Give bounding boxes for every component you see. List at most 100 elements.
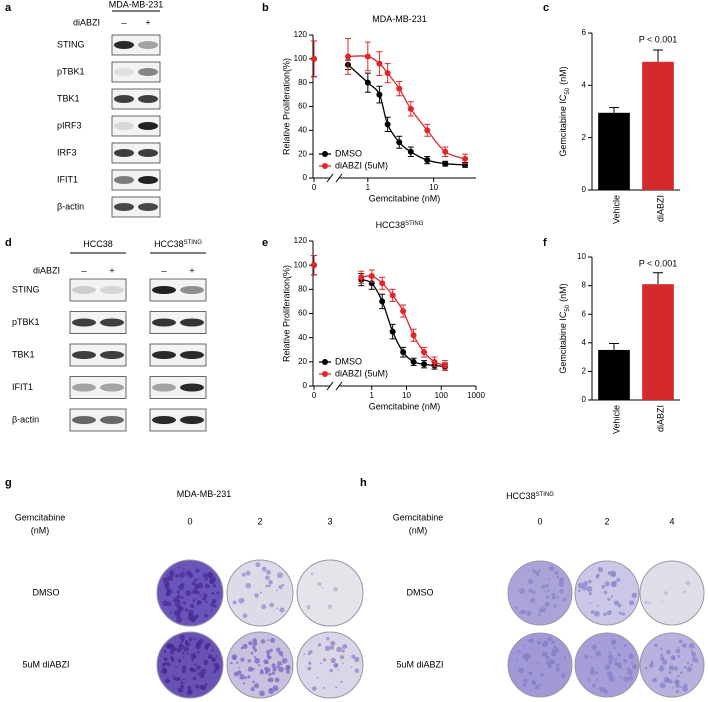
y-tick-label: 40 (298, 125, 307, 134)
colony (232, 600, 237, 605)
colony (515, 606, 518, 610)
blot-band (152, 416, 176, 424)
y-axis-label-part: (nM) (558, 66, 568, 85)
blot-band (72, 383, 96, 392)
colony (266, 569, 271, 575)
colony (545, 655, 550, 660)
y-tick-label: 60 (298, 309, 307, 318)
colony (595, 671, 599, 675)
colony (607, 659, 613, 665)
colony (686, 666, 692, 672)
plate-title: HCC38STING (506, 491, 554, 501)
blot-band (72, 416, 96, 424)
colony (549, 565, 555, 571)
blot-band (114, 95, 134, 103)
colony (177, 687, 184, 693)
colony (577, 589, 581, 593)
y-axis-label-part: Gemcitabine IC (558, 94, 568, 157)
colony (196, 665, 201, 670)
colony (250, 651, 254, 655)
colony (185, 573, 189, 576)
colony (606, 667, 609, 670)
data-point (311, 55, 317, 62)
colony (671, 686, 674, 689)
colony (261, 604, 267, 610)
colony (541, 584, 546, 589)
blot-row-label: β-actin (12, 414, 39, 424)
colony (238, 666, 241, 669)
chart-title: MDA-MB-231 (372, 14, 427, 24)
panel-label: c (543, 2, 549, 14)
blot-band (180, 416, 204, 424)
colony (557, 576, 560, 579)
blot-box (111, 34, 161, 56)
y-tick-label: 40 (298, 333, 307, 342)
colony (186, 689, 193, 695)
lane-label: + (109, 265, 114, 275)
annotation: P < 0.001 (639, 258, 678, 268)
colony (586, 586, 593, 592)
colony (644, 666, 648, 670)
colony (524, 653, 531, 660)
colony (553, 647, 560, 653)
row-label: DMSO (33, 587, 60, 597)
colony (253, 648, 258, 653)
x-tick-label: diABZI (655, 405, 665, 432)
blot-box (111, 169, 161, 191)
colony (628, 653, 635, 660)
y-axis-label-part: (nM) (558, 283, 568, 302)
colony (206, 644, 209, 647)
y-tick-label: 4 (582, 338, 587, 347)
colony (254, 657, 260, 664)
colony (203, 593, 208, 598)
colony (212, 584, 217, 588)
data-point (431, 358, 438, 365)
data-point (442, 160, 449, 167)
dose-label: 0 (537, 516, 542, 526)
colony (175, 665, 178, 668)
colony (675, 690, 679, 694)
blot-box (111, 142, 161, 164)
bar (642, 284, 674, 400)
colony (529, 597, 536, 604)
colony (541, 651, 548, 657)
colony (677, 674, 680, 678)
treatment-label: diABZI (73, 17, 100, 27)
colony (278, 666, 284, 673)
colony (275, 647, 281, 653)
data-point (364, 79, 371, 86)
colony (326, 636, 330, 641)
colony (197, 600, 202, 605)
colony (351, 654, 356, 659)
colony (184, 572, 187, 574)
colony (549, 659, 556, 665)
colony (208, 654, 213, 659)
colony (174, 676, 180, 682)
colony (303, 653, 306, 655)
colony (551, 595, 556, 600)
colony (617, 603, 622, 608)
colony (531, 680, 537, 686)
colony (173, 647, 177, 651)
x-axis-label: Gemcitabine (nM) (369, 193, 441, 203)
x-tick-label: 10 (429, 183, 438, 192)
colony (594, 643, 596, 646)
colony (161, 668, 168, 675)
dose-axis-label: Gemcitabine (393, 512, 444, 522)
colony (660, 656, 665, 661)
colony (532, 590, 536, 595)
colony (517, 650, 521, 653)
colony (269, 648, 273, 652)
chart-title-part: STING (405, 221, 424, 227)
blot-group-label-part: HCC38 (83, 239, 113, 249)
colony (268, 688, 274, 695)
colony (211, 591, 215, 595)
blot-band (152, 286, 176, 294)
colony (195, 568, 200, 573)
colony (547, 636, 553, 642)
colony (204, 583, 210, 589)
colony (614, 661, 619, 666)
colony (616, 578, 621, 583)
legend-label: DMSO (335, 356, 362, 366)
colony (243, 682, 246, 685)
